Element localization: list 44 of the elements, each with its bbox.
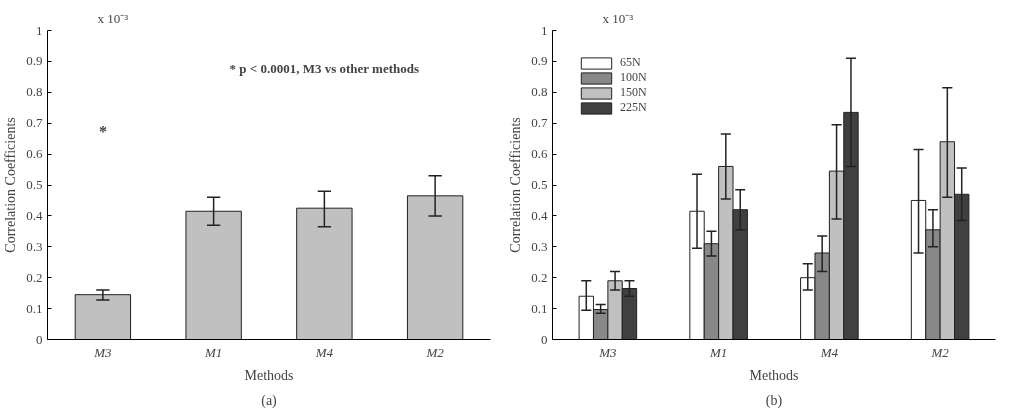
y-tick-label: 0.2	[531, 269, 548, 285]
x-tick-label: M4	[819, 344, 839, 360]
y-tick-label: 0.4	[26, 207, 43, 223]
y-tick-label: 0.2	[26, 269, 43, 285]
y-tick-label: 0.6	[531, 146, 548, 162]
x-axis-title: Methods	[244, 367, 294, 383]
legend-label: 65N	[620, 55, 641, 70]
y-tick-label: 1	[36, 22, 43, 38]
x-tick-label: M2	[425, 344, 445, 360]
y-tick-label: 0.9	[26, 53, 43, 69]
annotation: *	[98, 123, 107, 141]
x-tick-label: M1	[708, 344, 728, 360]
y-tick-label: 0.3	[26, 238, 43, 254]
y-tick-label: 1	[541, 22, 548, 38]
legend-label: 225N	[620, 100, 647, 115]
y-tick-label: 0.7	[531, 115, 548, 131]
text: (b)	[765, 392, 783, 409]
x-tick-label: M3	[598, 344, 618, 360]
y-tick-label: 0.8	[531, 84, 548, 100]
y-tick-label: 0	[36, 331, 43, 347]
x-axis-title: Methods	[749, 367, 799, 383]
y-axis-title: Correlation Coefficients	[508, 117, 524, 253]
y-tick-label: 0	[541, 331, 548, 347]
annotation: * p < 0.0001, M3 vs other methods	[229, 60, 420, 76]
y-tick-label: 0.1	[26, 300, 43, 316]
y-tick-label: 0.9	[531, 53, 548, 69]
x-tick-label: M2	[930, 344, 950, 360]
y-tick-label: 0.3	[531, 238, 548, 254]
y-tick-label: 0.6	[26, 146, 43, 162]
y-tick-label: 0.1	[531, 300, 548, 316]
y-tick-label: 0.7	[26, 115, 43, 131]
y-tick-label: 0.4	[531, 207, 548, 223]
y-tick-label: 0.8	[26, 84, 43, 100]
text: (a)	[261, 392, 278, 409]
text: x 10⁻³	[97, 10, 129, 26]
x-tick-label: M1	[203, 344, 223, 360]
legend-label: 150N	[620, 85, 647, 100]
y-tick-label: 0.5	[26, 177, 43, 192]
y-tick-label: 0.5	[531, 177, 548, 192]
x-tick-label: M4	[314, 344, 334, 360]
text: x 10⁻³	[602, 10, 634, 26]
x-tick-label: M3	[93, 344, 113, 360]
y-axis-title: Correlation Coefficients	[3, 117, 19, 253]
legend-label: 100N	[620, 70, 647, 85]
